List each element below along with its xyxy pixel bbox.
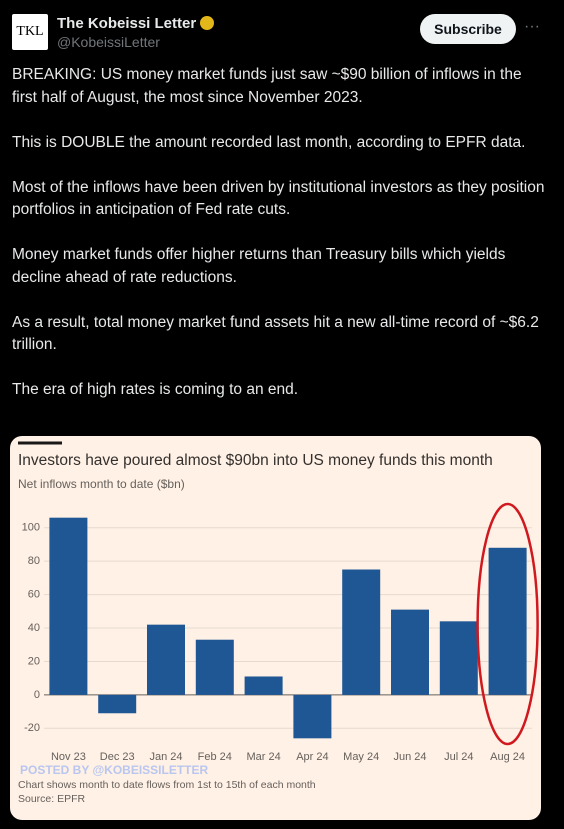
bar bbox=[293, 694, 332, 739]
x-tick-label: Feb 24 bbox=[198, 751, 232, 763]
x-tick-label: Mar 24 bbox=[246, 751, 280, 763]
bar bbox=[244, 676, 283, 695]
paragraph: As a result, total money market fund ass… bbox=[12, 313, 539, 354]
bar bbox=[49, 517, 88, 695]
x-tick-label: Jul 24 bbox=[444, 751, 473, 763]
paragraph: Money market funds offer higher returns … bbox=[12, 246, 506, 286]
x-tick-label: Apr 24 bbox=[296, 751, 328, 763]
bar bbox=[439, 621, 478, 695]
highlight-circle bbox=[476, 502, 539, 746]
bar bbox=[391, 609, 429, 695]
chart: Investors have poured almost $90bn into … bbox=[18, 441, 539, 805]
avatar[interactable]: TKL bbox=[12, 14, 48, 50]
paragraph: BREAKING: US money market funds just saw… bbox=[12, 66, 522, 106]
bar bbox=[147, 624, 185, 695]
x-tick-label: Dec 23 bbox=[100, 751, 135, 763]
bar bbox=[98, 694, 137, 714]
chart-card[interactable]: Investors have poured almost $90bn into … bbox=[10, 436, 541, 820]
y-tick-label: -20 bbox=[24, 722, 40, 734]
chart-title: Investors have poured almost $90bn into … bbox=[18, 452, 493, 469]
y-tick-label: 0 bbox=[34, 689, 40, 701]
y-tick-label: 100 bbox=[22, 522, 40, 534]
account-name[interactable]: The Kobeissi Letter bbox=[57, 15, 215, 32]
bar bbox=[342, 569, 381, 695]
subscribe-button[interactable]: Subscribe bbox=[420, 14, 516, 44]
more-menu[interactable]: ··· bbox=[524, 18, 540, 35]
name[interactable]: The Kobeissi Letter bbox=[57, 15, 197, 32]
bar bbox=[488, 547, 527, 695]
y-tick-label: 20 bbox=[28, 655, 40, 667]
handle[interactable]: @KobeissiLetter bbox=[57, 34, 160, 50]
x-tick-label: Jun 24 bbox=[393, 751, 426, 763]
chart-source: Source: EPFR bbox=[18, 793, 86, 805]
x-tick-label: Jan 24 bbox=[149, 751, 182, 763]
y-tick-label: 80 bbox=[28, 555, 40, 567]
paragraph: The era of high rates is coming to an en… bbox=[12, 381, 299, 398]
bar bbox=[195, 639, 234, 695]
verified-badge bbox=[200, 16, 215, 30]
tweet-text: BREAKING: US money market funds just saw… bbox=[12, 64, 547, 424]
chart-subtitle: Net inflows month to date ($bn) bbox=[18, 477, 185, 491]
y-tick-label: 60 bbox=[28, 588, 40, 600]
paragraph: Most of the inflows have been driven by … bbox=[12, 178, 545, 219]
paragraph: This is DOUBLE the amount recorded last … bbox=[12, 133, 526, 151]
chart-note: Chart shows month to date flows from 1st… bbox=[18, 779, 316, 791]
watermark: POSTED BY @KOBEISSILETTER bbox=[20, 763, 209, 777]
x-tick-label: Nov 23 bbox=[51, 751, 86, 763]
x-tick-label: Aug 24 bbox=[490, 751, 525, 763]
y-tick-label: 40 bbox=[28, 622, 40, 634]
x-tick-label: May 24 bbox=[343, 751, 379, 763]
